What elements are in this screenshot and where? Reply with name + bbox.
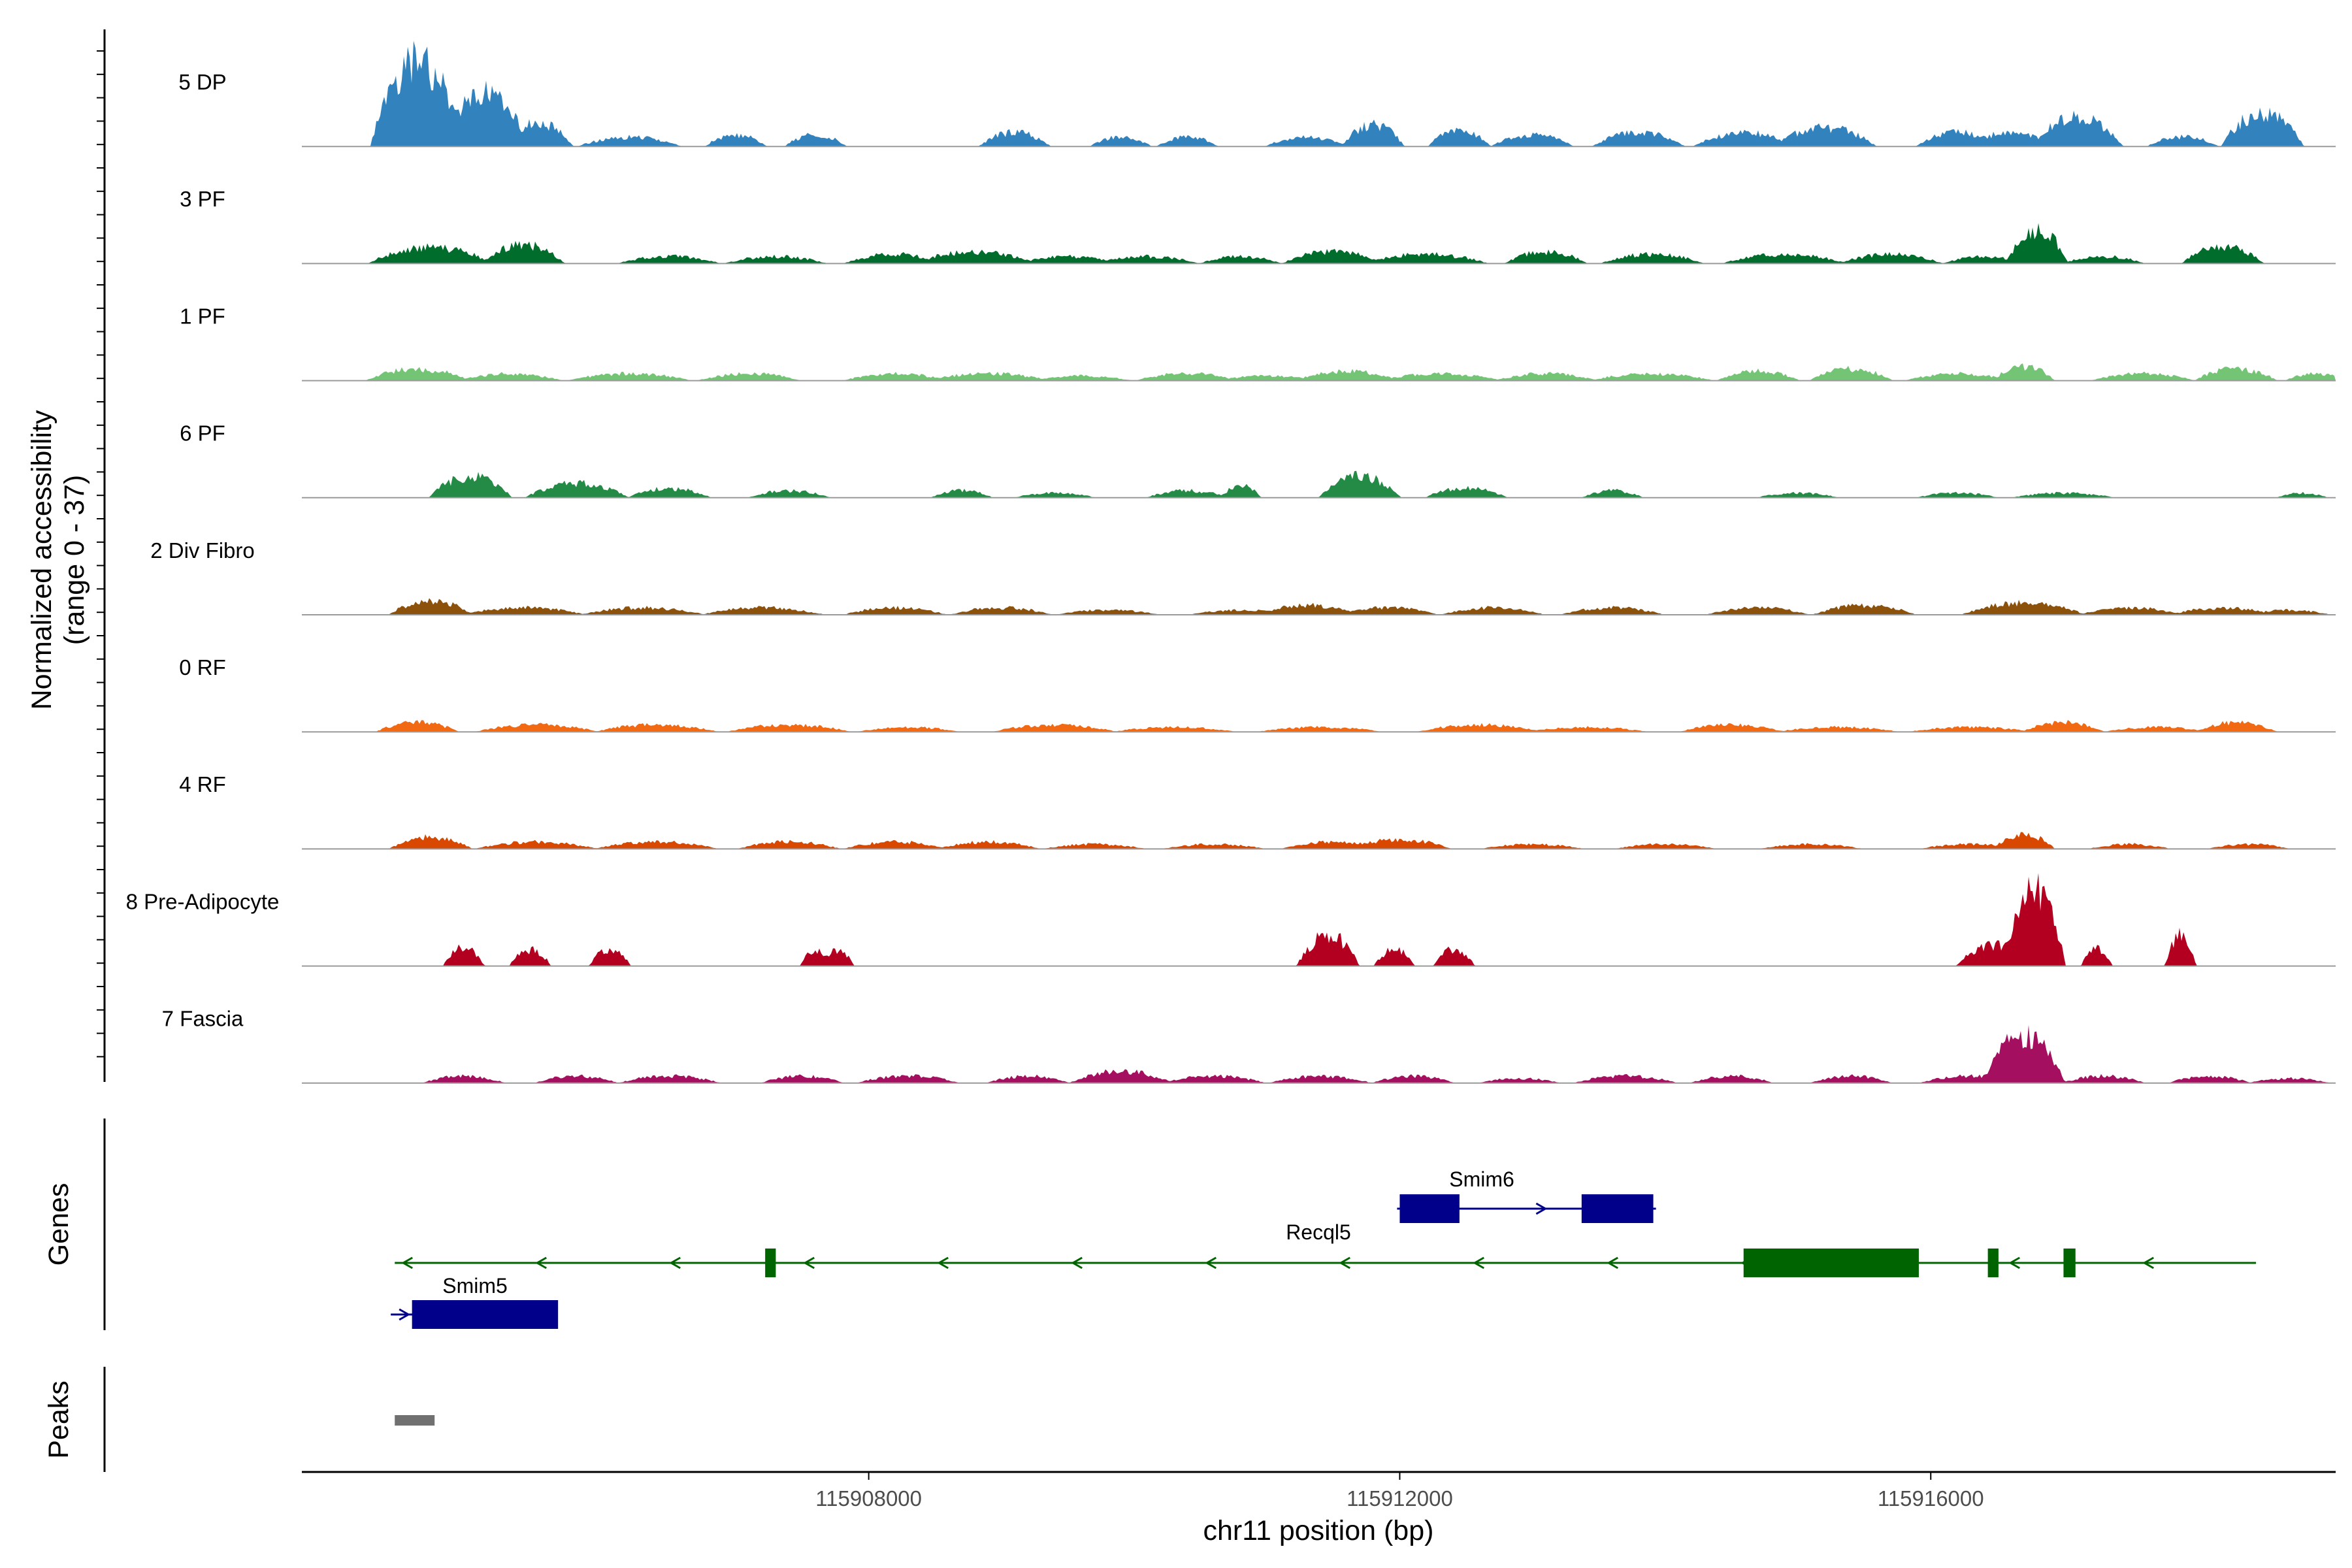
gene-exon	[1987, 1249, 1999, 1277]
track-label: 7 Fascia	[162, 1007, 244, 1031]
gene-exon	[765, 1249, 776, 1277]
coverage-area	[302, 598, 2336, 615]
track-label: 0 RF	[179, 655, 226, 679]
gene-exon	[2063, 1249, 2076, 1277]
gene-exon	[1743, 1249, 1919, 1277]
genes-track-label: Genes	[43, 1183, 74, 1266]
track-0-rf: 0 RF	[179, 655, 2336, 733]
coverage-area	[302, 832, 2336, 849]
track-label: 4 RF	[179, 772, 226, 796]
strand-arrow	[1473, 1256, 1484, 1269]
strand-arrow	[1607, 1256, 1618, 1269]
x-axis-tick-label: 115908000	[815, 1486, 922, 1511]
coverage-area	[302, 720, 2336, 732]
peak-region-track	[395, 1415, 435, 1426]
gene-exon	[1581, 1194, 1654, 1223]
x-axis-tick-label: 115912000	[1347, 1486, 1453, 1511]
gene-label: Recql5	[1286, 1220, 1351, 1244]
coverage-area	[302, 873, 2336, 966]
track-6-pf: 6 PF	[180, 421, 2336, 498]
track-7-fascia: 7 Fascia	[162, 1007, 2336, 1084]
gene-smim6: Smim6	[1397, 1168, 1656, 1223]
strand-arrow	[1535, 1202, 1548, 1215]
strand-arrow	[937, 1256, 949, 1269]
track-label: 5 DP	[178, 70, 226, 94]
gene-label: Smim5	[442, 1274, 508, 1298]
strand-arrow	[1339, 1256, 1350, 1269]
track-3-pf: 3 PF	[180, 187, 2336, 265]
track-4-rf: 4 RF	[179, 772, 2336, 850]
coverage-area	[302, 1024, 2336, 1083]
track-label: 3 PF	[180, 187, 225, 211]
track-label: 8 Pre-Adipocyte	[126, 889, 280, 913]
strand-arrow	[1071, 1256, 1083, 1269]
strand-arrow	[399, 1308, 411, 1321]
x-axis-title: chr11 position (bp)	[1203, 1515, 1434, 1546]
strand-arrow	[2008, 1256, 2020, 1269]
coverage-area	[302, 363, 2336, 381]
y-axis-title-line1: Normalized accessibility	[26, 410, 57, 710]
track-8-pre-adipocyte: 8 Pre-Adipocyte	[126, 873, 2336, 967]
coverage-area	[302, 223, 2336, 264]
x-axis-ticks: 115908000 115912000 115916000	[815, 1472, 1984, 1511]
strand-arrow	[803, 1256, 815, 1269]
gene-exon	[412, 1300, 559, 1329]
track-label: 2 Div Fibro	[150, 538, 255, 563]
strand-arrow	[2142, 1256, 2154, 1269]
coverage-area	[302, 41, 2336, 147]
strand-arrow	[401, 1256, 413, 1269]
strand-arrow	[535, 1256, 547, 1269]
gene-label: Smim6	[1449, 1168, 1514, 1191]
x-axis-tick-label: 115916000	[1878, 1486, 1984, 1511]
y-axis-title-line2: (range 0 - 37)	[59, 475, 90, 645]
track-1-pf: 1 PF	[180, 304, 2336, 382]
peak-region	[395, 1415, 435, 1426]
gene-recql5: Recql5	[395, 1220, 2257, 1277]
gene-smim5: Smim5	[391, 1274, 559, 1329]
gene-exon	[1399, 1194, 1460, 1223]
track-2-div-fibro: 2 Div Fibro	[150, 538, 2336, 615]
coverage-area	[302, 470, 2336, 498]
track-label: 6 PF	[180, 421, 225, 446]
strand-arrow	[669, 1256, 681, 1269]
gene-track: Smim6 Recql5 Smim5	[391, 1168, 2257, 1329]
strand-arrow	[1205, 1256, 1217, 1269]
coverage-tracks: 5 DP 3 PF 1 PF 6 PF 2 Div Fibro 0 RF 4 RF 8 Pre…	[126, 41, 2336, 1084]
track-label: 1 PF	[180, 304, 225, 328]
track-5-dp: 5 DP	[178, 41, 2336, 148]
peaks-track-label: Peaks	[43, 1380, 74, 1459]
y-axis-ticks	[97, 50, 105, 1058]
